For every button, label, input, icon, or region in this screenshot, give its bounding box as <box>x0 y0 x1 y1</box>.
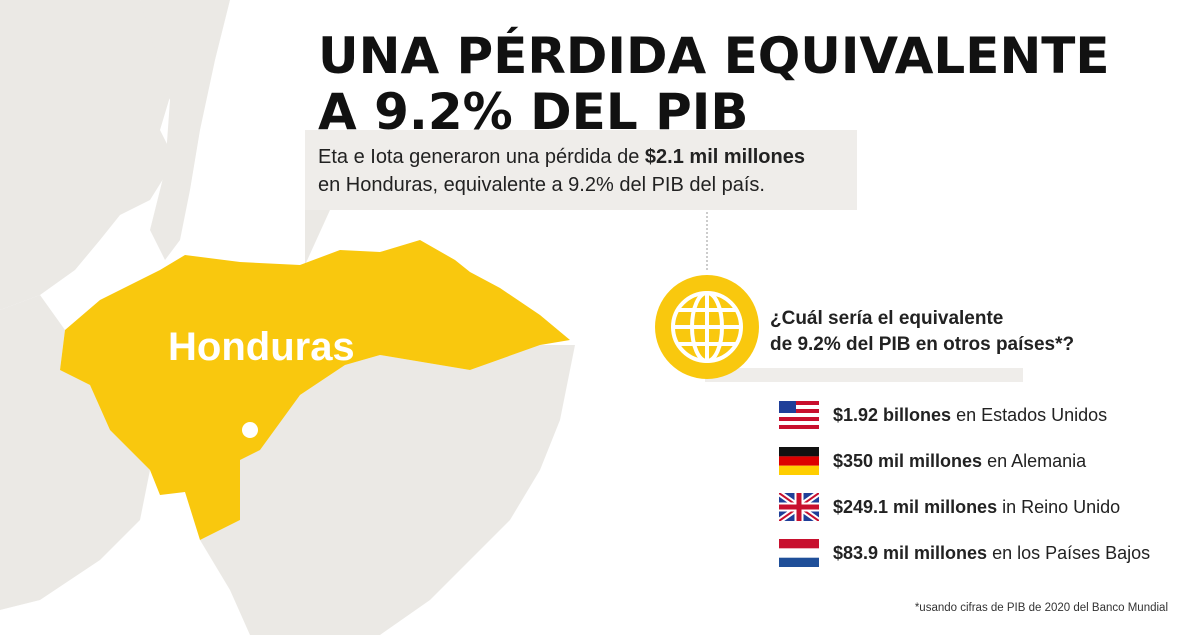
honduras-shape <box>60 240 570 540</box>
us-flag-icon <box>779 401 819 429</box>
question-heading: ¿Cuál sería el equivalente de 9.2% del P… <box>770 306 1074 358</box>
land-guatemala-south <box>0 295 150 610</box>
intro-line-2: en Honduras, equivalente a 9.2% del PIB … <box>318 174 765 196</box>
capital-dot <box>242 422 258 438</box>
question-underline-bar <box>705 368 1023 382</box>
page-title: UNA PÉRDIDA EQUIVALENTE A 9.2% DEL PIB <box>318 28 1110 140</box>
comparison-row-uk: $249.1 mil millones in Reino Unido <box>779 493 1120 521</box>
comparison-row-us: $1.92 billones en Estados Unidos <box>779 401 1107 429</box>
footnote: *usando cifras de PIB de 2020 del Banco … <box>914 602 1168 614</box>
land-speech-pointer <box>305 210 330 265</box>
netherlands-flag-icon <box>779 539 819 567</box>
country-label-honduras: Honduras <box>168 325 355 369</box>
comparison-row-germany: $350 mil millones en Alemania <box>779 447 1086 475</box>
globe-icon <box>655 275 759 379</box>
question-line-2: de 9.2% del PIB en otros países*? <box>770 334 1075 355</box>
land-mexico-guatemala <box>0 0 175 310</box>
dotted-connector <box>706 212 708 270</box>
country-text: in Reino Unido <box>1002 496 1121 517</box>
germany-flag-icon <box>779 447 819 475</box>
comparison-row-netherlands: $83.9 mil millones en los Países Bajos <box>779 539 1150 567</box>
intro-bubble <box>305 130 857 210</box>
intro-text: Eta e Iota generaron una pérdida de $2.1… <box>318 143 805 199</box>
intro-highlight: $2.1 mil millones <box>644 146 805 168</box>
intro-before: Eta e Iota generaron una pérdida de <box>318 146 645 168</box>
country-text: en Estados Unidos <box>956 404 1108 425</box>
land-belize <box>140 0 230 260</box>
amount: $350 mil millones <box>833 450 983 471</box>
land-nicaragua <box>200 345 575 635</box>
country-text: en Alemania <box>987 450 1087 471</box>
country-text: en los Países Bajos <box>992 542 1151 563</box>
amount: $1.92 billones <box>833 404 952 425</box>
question-line-1: ¿Cuál sería el equivalente <box>770 308 1004 329</box>
amount: $83.9 mil millones <box>833 542 988 563</box>
uk-flag-icon <box>779 493 819 521</box>
amount: $249.1 mil millones <box>833 496 998 517</box>
title-line-1: UNA PÉRDIDA EQUIVALENTE <box>318 27 1110 85</box>
